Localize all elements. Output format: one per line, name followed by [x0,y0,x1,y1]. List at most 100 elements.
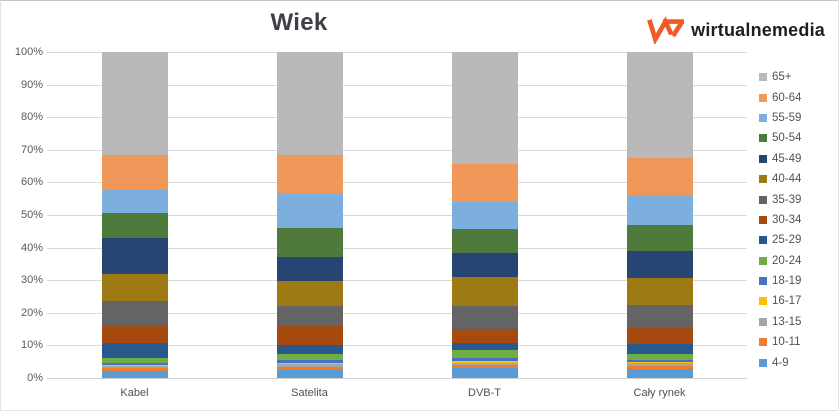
y-axis-tick-label: 50% [20,209,43,221]
legend-item-30-34: 30-34 [759,210,801,230]
bar-segment-45-49 [276,257,343,281]
stacked-bar-Cały rynek [626,52,693,378]
bar-segment-10-11 [276,366,343,371]
y-axis-tick-label: 40% [20,241,43,254]
gridline [47,345,747,346]
bar-segment-55-59 [626,194,693,225]
bar-segment-55-59 [451,202,518,230]
bar-segment-35-39 [626,304,693,327]
legend-label: 10-11 [772,336,801,349]
bar-segment-25-29 [276,345,343,354]
bar-segment-20-24 [451,350,518,359]
legend-swatch-40-44 [759,175,767,184]
y-axis-tick-label: 80% [20,111,43,124]
gridline [47,215,747,216]
bar-segment-40-44 [451,277,518,306]
legend-item-13-15: 13-15 [759,312,801,332]
bar-segment-13-15 [276,363,343,367]
legend-swatch-55-59 [759,113,767,122]
bar-segment-35-39 [101,300,168,326]
legend-item-55-59: 55-59 [759,108,801,128]
legend-item-18-19: 18-19 [759,271,801,291]
legend-item-35-39: 35-39 [759,189,801,209]
bar-segment-16-17 [101,364,168,366]
gridline [47,313,747,314]
y-axis-tick-label: 100% [14,46,43,58]
bar-segment-60-64 [276,154,343,193]
y-axis-tick-label: 0% [27,372,43,384]
bar-segment-50-54 [451,229,518,253]
bar-segment-65+ [276,52,343,155]
bar-segment-25-29 [626,344,693,354]
legend-swatch-4-9 [759,358,767,367]
bar-segment-40-44 [626,278,693,305]
gridline [47,52,747,53]
bar-segment-30-34 [276,325,343,346]
y-axis: 0% 10% 20% 30% 40% 50% 60% 70% 80% 90% 100% [9,46,43,384]
legend-item-25-29: 25-29 [759,230,801,250]
bar-segment-40-44 [101,274,168,301]
legend-label: 25-29 [772,234,802,247]
bar-segment-45-49 [626,250,693,278]
bar-segment-4-9 [101,371,168,378]
bar-segment-18-19 [101,363,168,365]
legend-label: 4-9 [772,356,789,369]
bar-segment-10-11 [626,365,693,370]
bar-segment-45-49 [451,252,518,278]
legend-item-45-49: 45-49 [759,149,801,169]
gridline [47,182,747,183]
legend-swatch-16-17 [759,297,767,306]
legend-label: 65+ [772,71,792,84]
legend-label: 55-59 [772,111,802,124]
bar-segment-60-64 [451,163,518,203]
y-axis-tick-label: 60% [20,176,43,189]
gridline [47,378,747,379]
bar-segment-55-59 [276,192,343,229]
bar-segment-10-11 [451,365,518,369]
legend-swatch-35-39 [759,195,767,204]
legend-swatch-13-15 [759,317,767,326]
bar-segment-45-49 [101,238,168,275]
bar-segment-65+ [626,52,693,159]
legend-label: 13-15 [772,315,802,328]
bar-segment-55-59 [101,189,168,214]
bar-segment-25-29 [451,342,518,351]
y-axis-tick-label: 20% [20,306,43,319]
legend-label: 50-54 [772,132,802,145]
legend-label: 45-49 [772,152,802,165]
bar-segment-4-9 [276,370,343,378]
legend-item-50-54: 50-54 [759,128,801,148]
legend-swatch-20-24 [759,256,767,265]
legend-swatch-50-54 [759,134,767,143]
bar-segment-16-17 [626,362,693,364]
bar-segment-18-19 [451,358,518,361]
bar-segment-4-9 [451,368,518,378]
gridline [47,85,747,86]
x-axis-category-label: DVB-T [468,387,501,399]
bar-segment-30-34 [626,326,693,345]
legend-swatch-18-19 [759,277,767,286]
y-axis-tick-label: 90% [20,78,43,91]
bar-segment-13-15 [451,362,518,366]
bar-segment-50-54 [626,224,693,251]
chart-title: Wiek [270,9,328,36]
wirtualnemedia-logo: wirtualnemedia [646,16,825,44]
legend-label: 20-24 [772,254,802,267]
bar-segment-4-9 [626,369,693,378]
y-axis-tick-label: 70% [20,143,43,156]
legend-item-65+: 65+ [759,67,801,87]
legend-label: 30-34 [772,213,802,226]
x-axis-category-label: Kabel [120,387,149,399]
legend-label: 40-44 [772,173,802,186]
legend-label: 60-64 [772,91,802,104]
plot-area [47,52,747,379]
gridline [47,117,747,118]
bar-segment-50-54 [101,213,168,239]
legend-swatch-65+ [759,73,767,82]
bar-segment-18-19 [276,360,343,363]
legend-swatch-10-11 [759,338,767,347]
legend-swatch-45-49 [759,154,767,163]
legend-item-60-64: 60-64 [759,87,801,107]
y-axis-tick-label: 30% [20,274,43,287]
